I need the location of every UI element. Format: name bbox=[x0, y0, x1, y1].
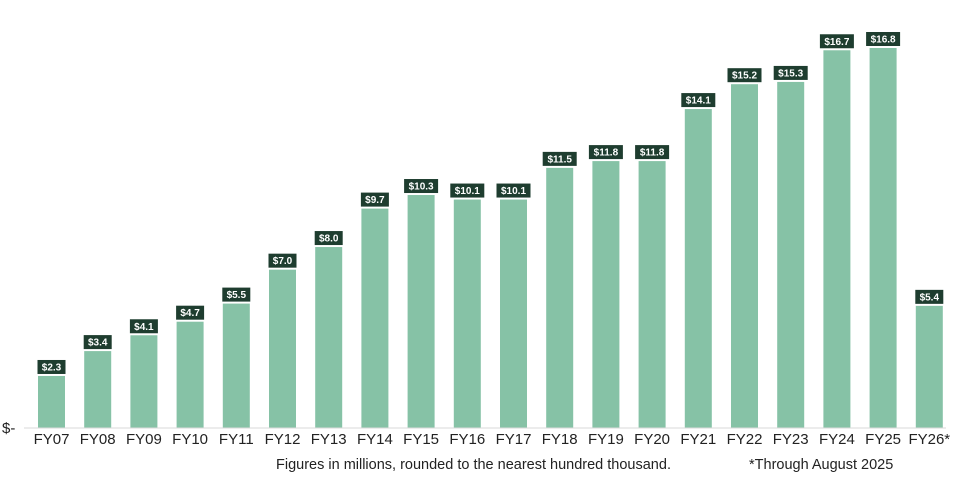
x-tick-label: FY18 bbox=[542, 431, 578, 448]
x-tick-label: FY13 bbox=[311, 431, 347, 448]
data-label: $7.0 bbox=[273, 256, 293, 267]
bar-fy16 bbox=[453, 199, 481, 428]
x-tick-label: FY16 bbox=[449, 431, 485, 448]
data-label: $8.0 bbox=[319, 234, 339, 245]
data-label: $4.7 bbox=[180, 308, 200, 319]
data-label: $2.3 bbox=[42, 362, 62, 373]
x-tick-label: FY25 bbox=[865, 431, 901, 448]
data-label-box bbox=[222, 287, 251, 302]
data-label-box bbox=[176, 305, 205, 320]
x-tick-label: FY15 bbox=[403, 431, 439, 448]
x-tick-label: FY17 bbox=[496, 431, 532, 448]
x-tick-label: FY09 bbox=[126, 431, 162, 448]
x-tick-label: FY14 bbox=[357, 431, 393, 448]
x-tick-label: FY11 bbox=[219, 431, 254, 448]
bar-fy11 bbox=[222, 303, 250, 428]
data-label: $4.1 bbox=[134, 322, 154, 333]
data-label: $11.5 bbox=[547, 154, 572, 165]
bar-fy26-partial bbox=[915, 305, 943, 428]
bars-layer bbox=[38, 48, 943, 429]
x-tick-label: FY07 bbox=[34, 431, 70, 448]
data-label-box bbox=[727, 68, 762, 83]
data-label-box bbox=[360, 192, 389, 207]
data-label: $14.1 bbox=[686, 96, 711, 107]
data-label: $11.8 bbox=[594, 148, 619, 159]
x-tick-label: FY26* bbox=[908, 431, 950, 448]
bar-fy10 bbox=[176, 321, 204, 428]
data-label: $10.1 bbox=[501, 186, 526, 197]
data-label-box bbox=[450, 183, 485, 198]
data-label: $16.8 bbox=[871, 35, 896, 46]
data-label: $10.1 bbox=[455, 186, 480, 197]
data-label-box bbox=[314, 231, 343, 246]
data-label-box bbox=[542, 151, 577, 166]
data-label-box bbox=[83, 335, 112, 350]
x-tick-label: FY21 bbox=[680, 431, 716, 448]
x-tick-label: FY22 bbox=[727, 431, 763, 448]
x-tick-label: FY24 bbox=[819, 431, 855, 448]
x-tick-label: FY12 bbox=[265, 431, 301, 448]
data-label-box bbox=[681, 93, 716, 108]
bar-fy13 bbox=[315, 247, 343, 428]
data-label: $5.5 bbox=[227, 290, 247, 301]
bar-fy08 bbox=[84, 351, 112, 428]
bar-fy25 bbox=[869, 48, 897, 428]
data-label-box bbox=[404, 179, 439, 194]
through-date-footnote: *Through August 2025 bbox=[749, 457, 893, 473]
data-label-box bbox=[588, 145, 623, 160]
bar-fy14 bbox=[361, 208, 389, 428]
x-tick-label: FY19 bbox=[588, 431, 624, 448]
data-label: $9.7 bbox=[365, 195, 385, 206]
data-label-box bbox=[129, 319, 158, 334]
data-label: $15.2 bbox=[732, 71, 757, 82]
bar-fy22 bbox=[731, 84, 758, 428]
data-label: $10.3 bbox=[409, 182, 434, 193]
data-label: $5.4 bbox=[920, 292, 940, 303]
data-label: $16.7 bbox=[824, 37, 849, 48]
bar-fy23 bbox=[777, 81, 805, 428]
data-label-box bbox=[496, 183, 531, 198]
bar-fy20 bbox=[638, 161, 666, 428]
data-label-box bbox=[635, 145, 670, 160]
data-label: $3.4 bbox=[88, 338, 108, 349]
data-label-box bbox=[915, 289, 944, 304]
data-label-box bbox=[37, 359, 66, 374]
data-labels-layer: $2.3 $3.4 $4.1 $4.7 $5.5 $7.0 $8.0 $9.7 $10.3 $10… bbox=[37, 32, 944, 374]
data-label-box bbox=[773, 65, 808, 80]
bar-fy18 bbox=[546, 167, 574, 428]
data-label: $15.3 bbox=[778, 68, 803, 79]
units-footnote: Figures in millions, rounded to the near… bbox=[276, 457, 671, 473]
y-tick-label: $- bbox=[2, 420, 15, 437]
x-tick-label: FY20 bbox=[634, 431, 670, 448]
bar-fy24 bbox=[823, 50, 851, 429]
bar-fy17 bbox=[500, 199, 527, 428]
bar-fy19 bbox=[592, 161, 620, 428]
bar-fy21 bbox=[684, 109, 712, 429]
x-tick-label: FY10 bbox=[172, 431, 208, 448]
bar-fy15 bbox=[407, 195, 435, 428]
bar-fy12 bbox=[269, 269, 296, 428]
x-tick-labels-layer: FY07 FY08 FY09 FY10 FY11 FY12 FY13 FY14 FY15 FY16… bbox=[34, 431, 951, 448]
data-label: $11.8 bbox=[640, 148, 665, 159]
data-label-box bbox=[866, 32, 901, 46]
bar-fy09 bbox=[130, 335, 158, 428]
data-label-box bbox=[268, 253, 297, 268]
x-tick-label: FY23 bbox=[773, 431, 809, 448]
x-tick-label: FY08 bbox=[80, 431, 116, 448]
bar-fy07 bbox=[38, 375, 65, 428]
data-label-box bbox=[819, 34, 854, 49]
